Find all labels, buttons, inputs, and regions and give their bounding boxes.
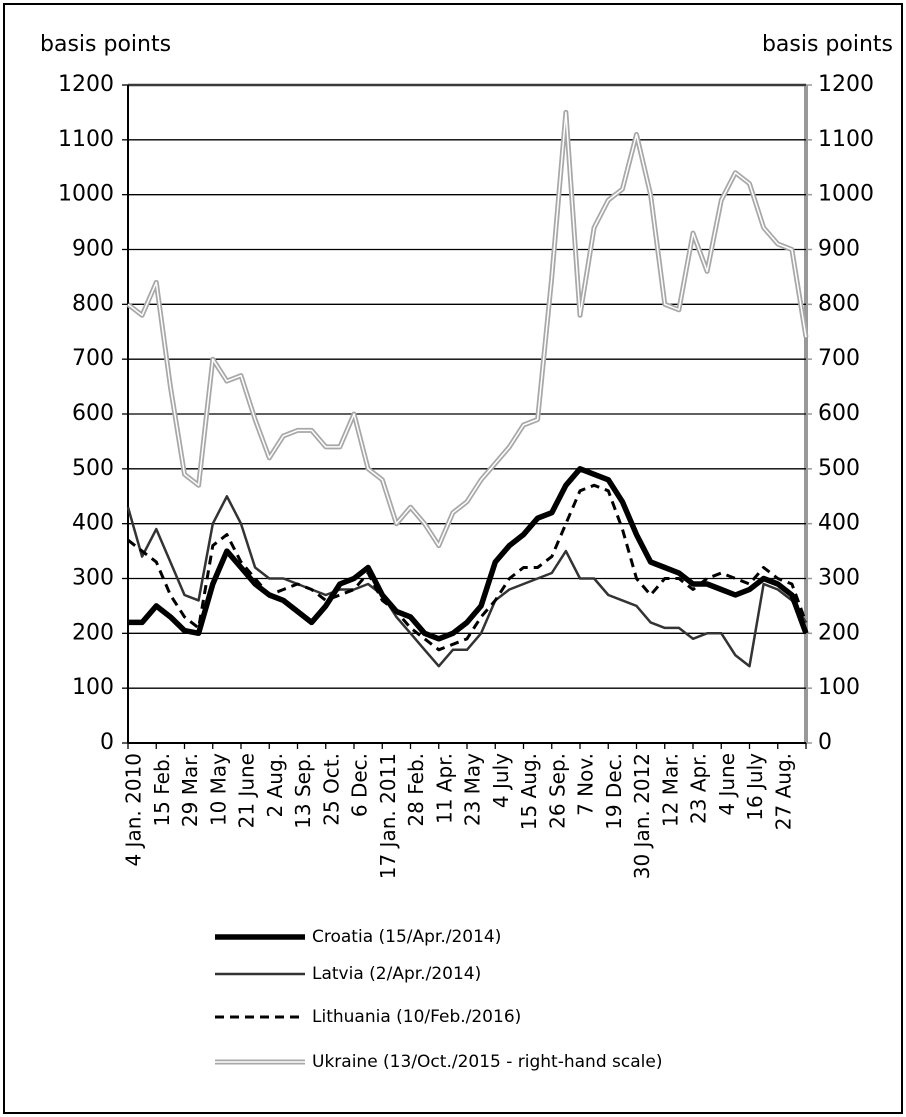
x-tick-label: 10 May (206, 753, 230, 826)
x-tick-label: 23 May (461, 753, 485, 826)
y2-tick-label: 1100 (818, 127, 874, 152)
y2-tick-label: 0 (818, 730, 832, 755)
x-tick-label: 27 Aug. (771, 753, 795, 830)
y2-tick-label: 600 (818, 401, 860, 426)
y2-tick-label: 700 (818, 346, 860, 371)
x-tick-label: 6 Dec. (348, 753, 372, 817)
y-tick-label: 300 (72, 566, 114, 591)
series-line-inner (127, 111, 807, 547)
y-axis-label: basis points (40, 32, 171, 57)
series-line (128, 466, 809, 642)
x-tick-label: 23 Apr. (687, 753, 711, 824)
x-tick-label: 4 July (489, 753, 513, 808)
y2-tick-label: 200 (818, 620, 860, 645)
y-tick-label: 900 (72, 237, 114, 262)
x-tick-label: 26 Sep. (545, 753, 569, 829)
x-tick-label: 7 Nov. (574, 753, 598, 816)
y-tick-label: 800 (72, 291, 114, 316)
y2-tick-label: 1200 (818, 72, 874, 97)
y-tick-label: 1000 (58, 182, 114, 207)
y-tick-label: 100 (72, 675, 114, 700)
y-tick-label: 1100 (58, 127, 114, 152)
series-line (126, 495, 808, 668)
legend-label: Latvia (2/Apr./2014) (312, 964, 481, 984)
x-tick-label: 4 June (715, 753, 739, 816)
x-tick-label: 17 Jan. 2011 (376, 753, 400, 879)
y2-tick-label: 100 (818, 675, 860, 700)
x-tick-label: 16 July (743, 753, 767, 821)
y2-tick-label: 300 (818, 566, 860, 591)
legend-label: Ukraine (13/Oct./2015 - right-hand scale… (312, 1052, 662, 1072)
y-tick-label: 0 (100, 730, 114, 755)
x-tick-label: 12 Mar. (658, 753, 682, 827)
x-tick-label: 2 Aug. (263, 753, 287, 818)
y2-tick-label: 400 (818, 511, 860, 536)
x-tick-label: 4 Jan. 2010 (122, 753, 146, 867)
frame (3, 3, 903, 1114)
x-tick-label: 15 Aug. (517, 753, 541, 830)
y2-axis-label: basis points (762, 32, 893, 57)
x-tick-label: 21 June (235, 753, 259, 828)
series-line (127, 483, 808, 652)
legend-label: Croatia (15/Apr./2014) (312, 927, 501, 947)
legend-label: Lithuania (10/Feb./2016) (312, 1007, 521, 1027)
y2-tick-label: 800 (818, 291, 860, 316)
y-tick-label: 1200 (58, 72, 114, 97)
y2-tick-label: 500 (818, 456, 860, 481)
x-tick-label: 15 Feb. (150, 753, 174, 827)
x-tick-label: 11 Apr. (432, 753, 456, 824)
y-tick-label: 200 (72, 620, 114, 645)
y-tick-label: 500 (72, 456, 114, 481)
x-tick-label: 25 Oct. (319, 753, 343, 826)
x-tick-label: 13 Sep. (291, 753, 315, 829)
x-tick-label: 28 Feb. (404, 753, 428, 827)
y-tick-label: 600 (72, 401, 114, 426)
y-tick-label: 700 (72, 346, 114, 371)
series-line (126, 109, 809, 549)
x-tick-label: 29 Mar. (178, 753, 202, 827)
x-tick-label: 19 Dec. (602, 753, 626, 830)
y2-tick-label: 1000 (818, 182, 874, 207)
y-tick-label: 400 (72, 511, 114, 536)
y2-tick-label: 900 (818, 237, 860, 262)
x-tick-label: 30 Jan. 2012 (630, 753, 654, 879)
